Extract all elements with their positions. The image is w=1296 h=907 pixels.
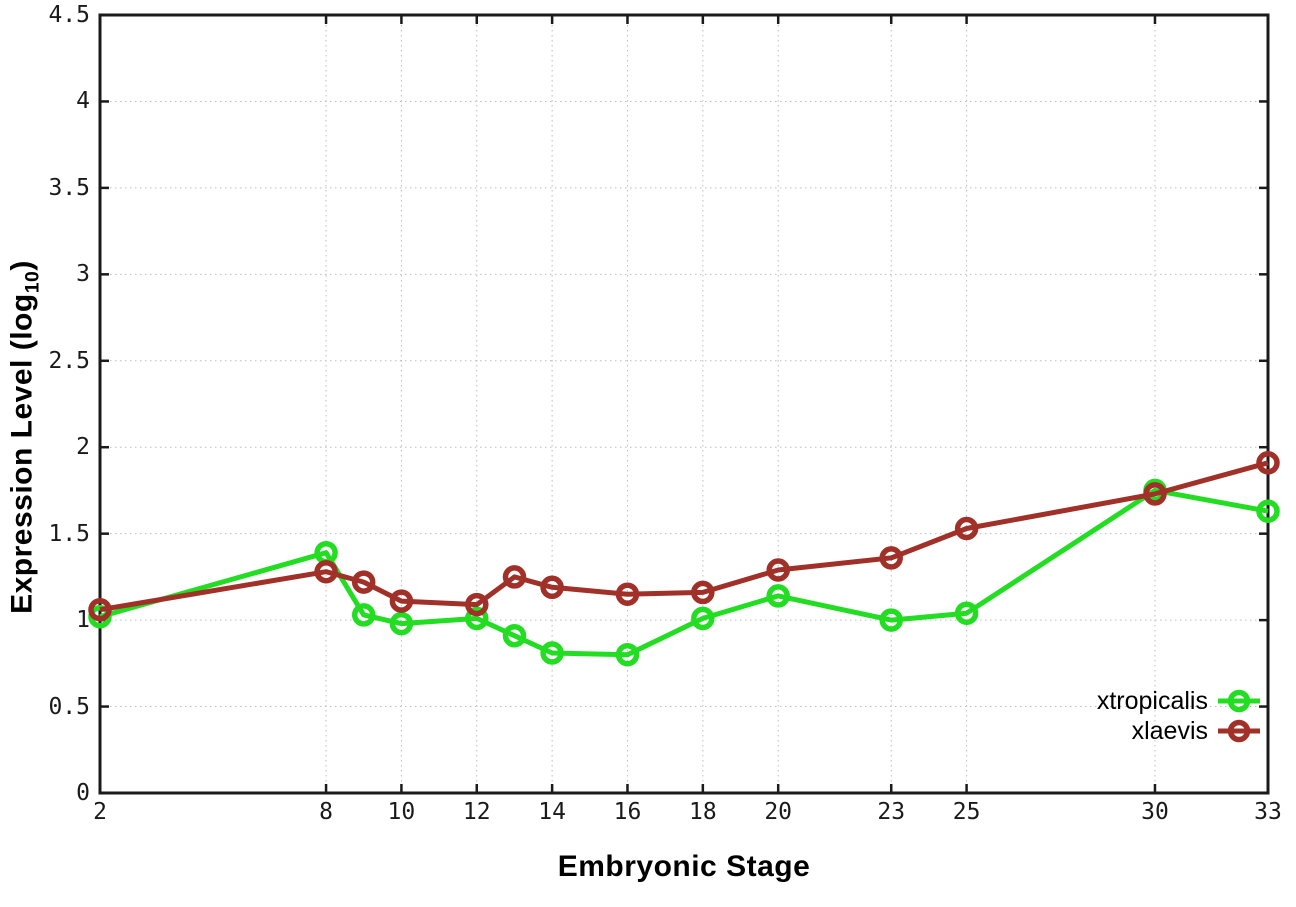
data-point-xlaevis bbox=[1143, 482, 1167, 506]
y-tick-label: 1.5 bbox=[48, 520, 90, 547]
legend-label-xlaevis: xlaevis bbox=[1131, 716, 1208, 745]
data-point-xtropicalis bbox=[465, 606, 489, 631]
x-tick-label: 23 bbox=[877, 799, 906, 825]
x-tick-label: 8 bbox=[319, 799, 333, 825]
y-tick-label: 0.5 bbox=[48, 693, 90, 720]
data-point-xlaevis bbox=[351, 570, 376, 594]
data-point-xlaevis bbox=[691, 580, 715, 605]
x-axis-label: Embryonic Stage bbox=[557, 850, 811, 883]
data-point-xlaevis bbox=[615, 582, 640, 606]
y-tick-label: 4 bbox=[76, 88, 90, 115]
data-point-xlaevis bbox=[465, 592, 489, 617]
data-point-xlaevis bbox=[88, 597, 112, 622]
data-point-xtropicalis bbox=[389, 611, 414, 636]
data-point-xlaevis bbox=[502, 565, 527, 589]
data-point-xtropicalis bbox=[615, 642, 640, 667]
legend-label-xtropicalis: xtropicalis bbox=[1096, 686, 1208, 715]
data-point-xlaevis bbox=[879, 546, 903, 570]
data-point-xlaevis bbox=[1256, 451, 1280, 475]
data-point-xtropicalis bbox=[502, 623, 527, 648]
data-point-xtropicalis bbox=[540, 641, 564, 665]
x-tick-label: 18 bbox=[688, 799, 717, 825]
legend-entry-xtropicalis: xtropicalis bbox=[1097, 686, 1260, 716]
data-point-xtropicalis bbox=[1256, 499, 1280, 523]
legend: xtropicalis xlaevis bbox=[1097, 686, 1260, 746]
series-line-xtropicalis bbox=[99, 487, 1269, 658]
data-point-xlaevis bbox=[766, 558, 790, 582]
y-tick-label: 2 bbox=[76, 434, 90, 461]
y-tick-label: 2.5 bbox=[48, 347, 90, 374]
data-point-xlaevis bbox=[954, 516, 979, 541]
legend-entry-xlaevis: xlaevis bbox=[1097, 716, 1260, 746]
x-tick-label: 14 bbox=[538, 799, 566, 825]
data-point-xtropicalis bbox=[351, 603, 376, 627]
x-tick-label: 16 bbox=[613, 799, 642, 825]
x-tick-label: 20 bbox=[764, 799, 793, 825]
y-tick-label: 0 bbox=[76, 780, 90, 806]
x-tick-label: 10 bbox=[387, 799, 416, 825]
x-tick-label: 12 bbox=[462, 799, 491, 825]
y-tick-label: 1 bbox=[76, 607, 90, 634]
data-point-xtropicalis bbox=[879, 608, 903, 632]
y-tick-label: 4.5 bbox=[48, 2, 90, 28]
data-point-xlaevis bbox=[389, 589, 414, 613]
y-tick-label: 3 bbox=[76, 261, 90, 288]
series-line-xlaevis bbox=[99, 460, 1269, 613]
y-tick-label: 3.5 bbox=[48, 174, 90, 201]
x-tick-label: 25 bbox=[952, 799, 981, 825]
x-tick-label: 2 bbox=[93, 799, 107, 825]
legend-marker-xlaevis-icon bbox=[1218, 719, 1260, 743]
data-point-xtropicalis bbox=[766, 584, 790, 608]
x-tick-label: 30 bbox=[1141, 799, 1169, 825]
plot-border bbox=[98, 13, 1270, 795]
x-tick-label: 33 bbox=[1254, 799, 1282, 825]
data-point-xtropicalis bbox=[691, 606, 715, 631]
data-point-xlaevis bbox=[540, 575, 564, 600]
data-point-xtropicalis bbox=[954, 601, 979, 625]
data-point-xlaevis bbox=[314, 559, 338, 584]
legend-marker-xtropicalis-icon bbox=[1218, 689, 1260, 713]
